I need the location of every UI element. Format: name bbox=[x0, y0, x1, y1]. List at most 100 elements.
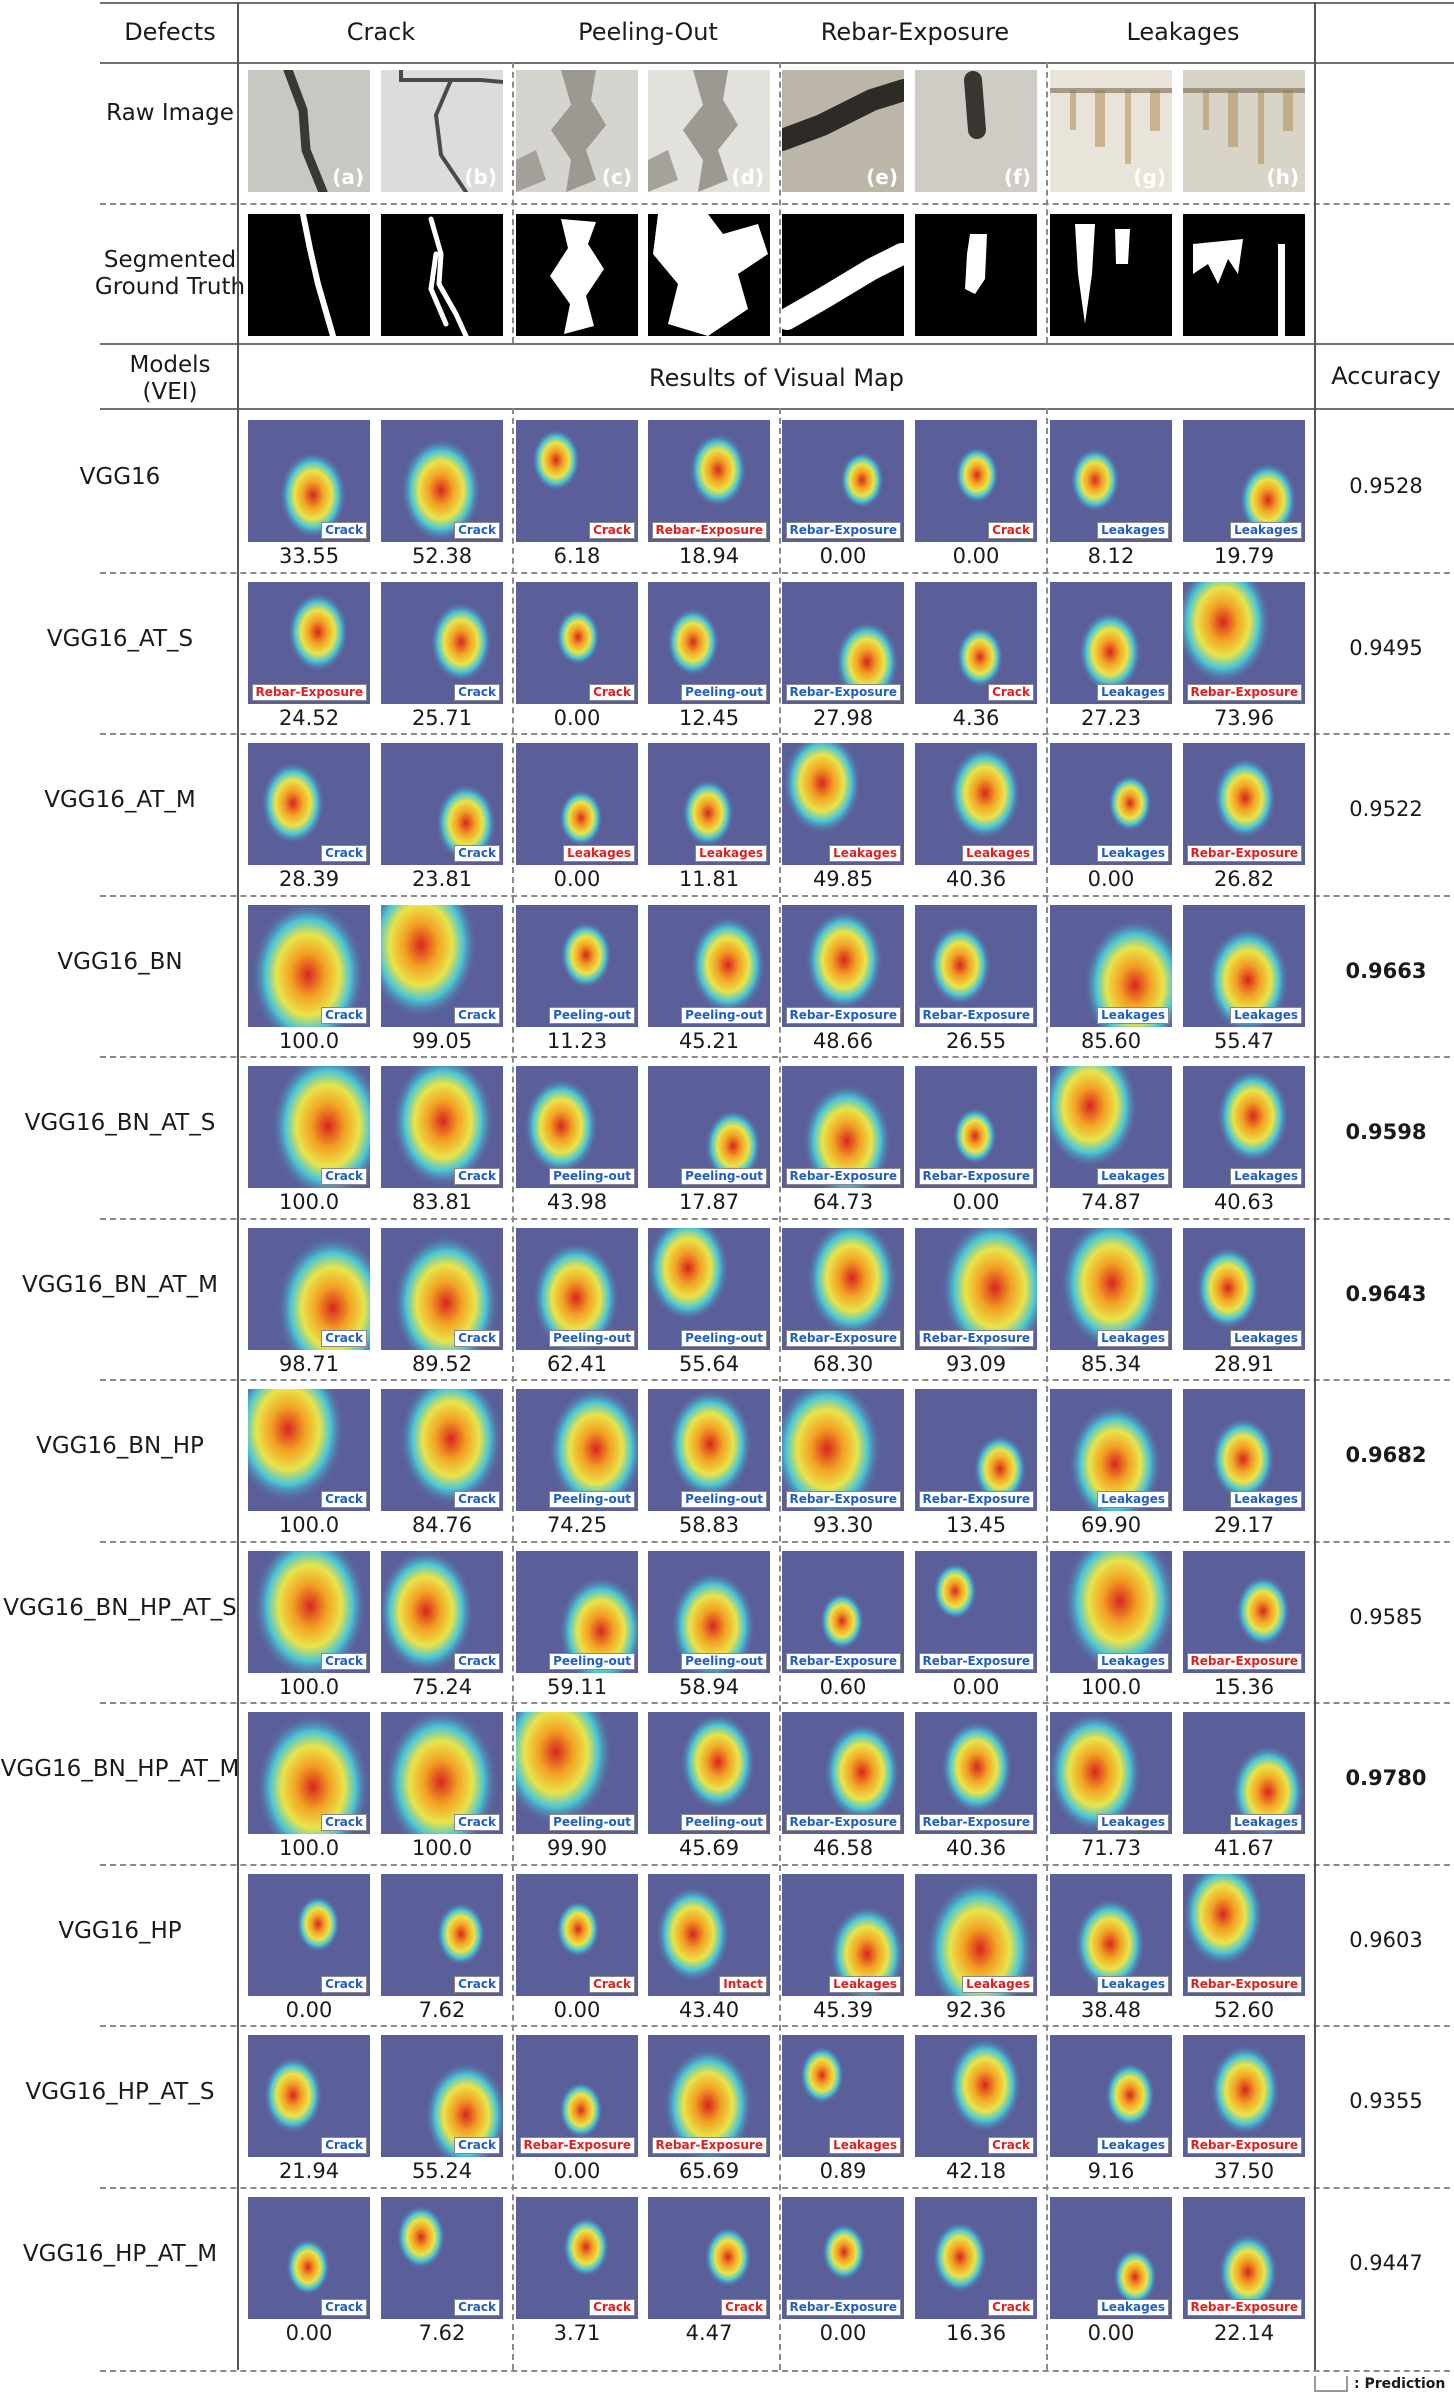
heatmap-tile: Peeling-out bbox=[648, 1227, 770, 1350]
prediction-badge: Rebar-Exposure bbox=[1186, 2298, 1302, 2316]
heatmap-tile: Crack bbox=[915, 2035, 1037, 2157]
prediction-badge: Rebar-Exposure bbox=[918, 1491, 1034, 1508]
heatmap-tile: Leakages bbox=[1050, 1550, 1172, 1673]
row-divider bbox=[100, 894, 1454, 897]
metric-value: 9.16 bbox=[1087, 2159, 1135, 2183]
heatmap-tile: Crack bbox=[381, 420, 503, 542]
heatmap-tile: Peeling-out bbox=[648, 904, 770, 1027]
image-letter-label: (d) bbox=[731, 165, 764, 189]
accuracy-value: 0.9598 bbox=[1345, 1120, 1427, 1144]
prediction-badge: Rebar-Exposure bbox=[785, 1168, 901, 1185]
heatmap-tile: Rebar-Exposure bbox=[915, 1389, 1037, 1511]
heatmap-tile: Rebar-Exposure bbox=[915, 1712, 1037, 1834]
metric-value: 58.94 bbox=[678, 1674, 740, 1699]
metric-value: 59.11 bbox=[546, 1674, 608, 1699]
heatmap-tile: Rebar-Exposure bbox=[782, 1389, 904, 1511]
prediction-badge: Crack bbox=[454, 1329, 500, 1347]
raw-image-tile: (a) bbox=[248, 70, 370, 192]
prediction-legend-label: : Prediction bbox=[1354, 2376, 1446, 2392]
prediction-badge: Rebar-Exposure bbox=[918, 1329, 1034, 1347]
prediction-badge: Crack bbox=[321, 522, 367, 539]
metric-value: 23.81 bbox=[411, 867, 473, 891]
prediction-badge: Rebar-Exposure bbox=[785, 1814, 901, 1831]
heatmap-tile: Crack bbox=[381, 1227, 503, 1350]
heatmap-tile: Peeling-out bbox=[648, 1712, 770, 1834]
prediction-badge: Crack bbox=[988, 522, 1034, 539]
metric-value: 6.18 bbox=[553, 544, 601, 568]
metric-value: 52.60 bbox=[1213, 1997, 1275, 2022]
heatmap-tile: Crack bbox=[248, 420, 370, 542]
heatmap-tile: Leakages bbox=[1050, 1227, 1172, 1350]
heatmap-tile: Crack bbox=[248, 2196, 370, 2319]
prediction-badge: Crack bbox=[454, 845, 500, 862]
heatmap-tile: Leakages bbox=[1050, 743, 1172, 865]
accuracy-value: 0.9682 bbox=[1345, 1443, 1427, 1467]
model-name: VGG16 bbox=[79, 464, 161, 490]
metric-value: 27.23 bbox=[1080, 705, 1142, 730]
prediction-badge: Crack bbox=[454, 1652, 500, 1670]
prediction-badge: Crack bbox=[454, 522, 500, 539]
accuracy-value: 0.9522 bbox=[1349, 797, 1423, 821]
metric-value: 0.00 bbox=[285, 2320, 333, 2345]
prediction-badge: Peeling-out bbox=[681, 1652, 767, 1670]
model-name: VGG16_BN_AT_S bbox=[24, 1110, 216, 1136]
raw-gt-divider bbox=[100, 203, 1454, 205]
accuracy-value: 0.9663 bbox=[1345, 958, 1427, 983]
prediction-badge: Leakages bbox=[962, 845, 1034, 862]
metric-value: 40.36 bbox=[945, 1836, 1007, 1860]
heatmap-tile: Leakages bbox=[1183, 1066, 1305, 1188]
metric-value: 100.0 bbox=[278, 1674, 340, 1699]
prediction-badge: Rebar-Exposure bbox=[785, 1006, 901, 1024]
heatmap-tile: Rebar-Exposure bbox=[915, 1066, 1037, 1188]
metric-value: 40.63 bbox=[1213, 1190, 1275, 1214]
metric-value: 65.69 bbox=[678, 2159, 740, 2183]
heatmap-tile: Crack bbox=[381, 904, 503, 1027]
metric-value: 45.69 bbox=[678, 1836, 740, 1860]
heatmap-tile: Rebar-Exposure bbox=[915, 904, 1037, 1027]
metric-value: 22.14 bbox=[1213, 2320, 1275, 2345]
heatmap-tile: Crack bbox=[248, 904, 370, 1027]
prediction-badge: Rebar-Exposure bbox=[1186, 683, 1302, 701]
prediction-badge: Peeling-out bbox=[681, 1491, 767, 1508]
ground-truth-mask bbox=[516, 214, 638, 336]
metric-value: 24.52 bbox=[278, 705, 340, 730]
ground-truth-mask bbox=[1183, 214, 1305, 336]
prediction-badge: Rebar-Exposure bbox=[651, 522, 767, 539]
metric-value: 85.34 bbox=[1080, 1351, 1142, 1376]
accuracy-value: 0.9780 bbox=[1345, 1766, 1427, 1790]
heatmap-tile: Crack bbox=[516, 1873, 638, 1996]
ground-truth-mask bbox=[782, 214, 904, 336]
prediction-badge: Leakages bbox=[1230, 1006, 1302, 1024]
heatmap-tile: Peeling-out bbox=[648, 1066, 770, 1188]
heatmap-tile: Rebar-Exposure bbox=[782, 1227, 904, 1350]
prediction-badge: Crack bbox=[988, 683, 1034, 701]
metric-value: 62.41 bbox=[546, 1351, 608, 1376]
prediction-badge: Rebar-Exposure bbox=[651, 2137, 767, 2154]
metric-value: 0.00 bbox=[952, 1190, 1000, 1214]
raw-image-tile: (e) bbox=[782, 70, 904, 192]
prediction-badge: Leakages bbox=[1230, 522, 1302, 539]
prediction-badge: Leakages bbox=[1230, 1814, 1302, 1831]
metric-value: 3.71 bbox=[553, 2320, 601, 2345]
raw-image-tile: (d) bbox=[648, 70, 770, 192]
prediction-badge: Crack bbox=[454, 1491, 500, 1508]
metric-value: 8.12 bbox=[1087, 544, 1135, 568]
metric-value: 43.40 bbox=[678, 1997, 740, 2022]
prediction-badge: Peeling-out bbox=[681, 1168, 767, 1185]
metric-value: 13.45 bbox=[945, 1513, 1007, 1537]
prediction-badge: Rebar-Exposure bbox=[785, 1652, 901, 1670]
metric-value: 0.00 bbox=[819, 2320, 867, 2345]
accuracy-value: 0.9643 bbox=[1345, 1281, 1427, 1306]
heatmap-tile: Rebar-Exposure bbox=[915, 1550, 1037, 1673]
row-divider bbox=[100, 1056, 1454, 1058]
heatmap-tile: Crack bbox=[381, 743, 503, 865]
prediction-badge: Peeling-out bbox=[681, 1814, 767, 1831]
prediction-badge: Crack bbox=[321, 845, 367, 862]
metric-value: 0.00 bbox=[1087, 867, 1135, 891]
metric-value: 18.94 bbox=[678, 544, 740, 568]
prediction-badge: Crack bbox=[454, 1006, 500, 1024]
metric-value: 99.90 bbox=[546, 1836, 608, 1860]
metric-value: 4.36 bbox=[952, 705, 1000, 730]
metric-value: 100.0 bbox=[1080, 1674, 1142, 1699]
